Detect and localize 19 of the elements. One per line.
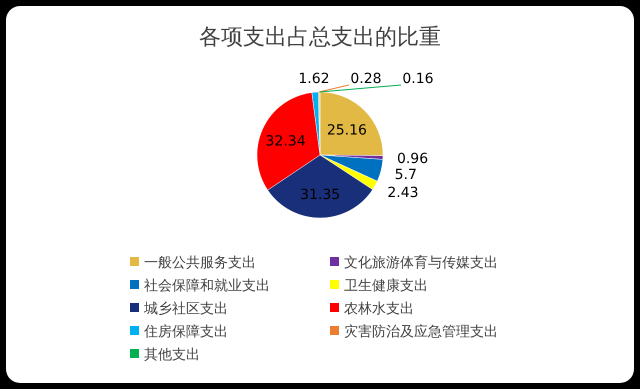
legend-label: 一般公共服务支出 xyxy=(144,255,256,271)
data-label: 0.16 xyxy=(402,71,434,87)
data-label: 0.28 xyxy=(350,71,382,88)
data-label: 25.16 xyxy=(326,122,367,138)
legend-label: 城乡社区支出 xyxy=(143,301,228,317)
legend-label: 灾害防治及应急管理支出 xyxy=(344,324,498,340)
legend-label: 其他支出 xyxy=(144,347,200,363)
legend-label: 农林水支出 xyxy=(344,301,414,317)
chart-title: 各项支出占总支出的比重 xyxy=(199,25,441,50)
data-label: 32.34 xyxy=(266,133,306,150)
data-label: 31.35 xyxy=(300,186,340,203)
data-label: 0.96 xyxy=(396,151,428,168)
data-label: 2.43 xyxy=(387,185,419,202)
legend-label: 卫生健康支出 xyxy=(344,278,428,294)
legend-label: 社会保障和就业支出 xyxy=(144,278,270,294)
data-label: 5.7 xyxy=(394,167,417,184)
legend-label: 文化旅游体育与传媒支出 xyxy=(344,254,498,271)
data-label: 1.62 xyxy=(298,71,330,88)
legend-label: 住房保障支出 xyxy=(143,324,228,340)
